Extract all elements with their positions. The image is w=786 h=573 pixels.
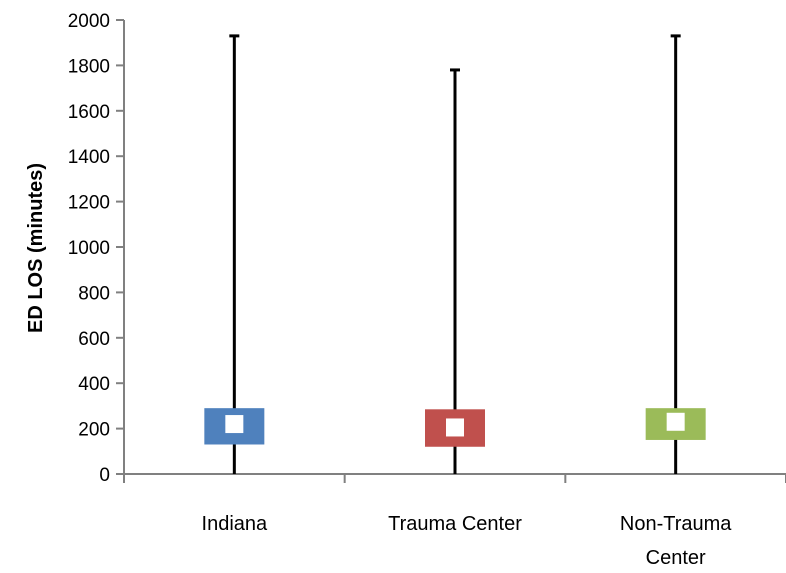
y-tick-label: 1800 [68,56,110,77]
y-tick-label: 2000 [68,11,110,32]
y-tick-label: 200 [78,420,110,441]
y-tick-label: 0 [99,465,110,486]
y-tick-label: 800 [78,283,110,304]
y-tick-label: 400 [78,374,110,395]
y-axis: 0 200 400 600 800 1000 1200 1400 1600 1800 2000 [68,11,125,486]
median-marker [225,415,244,434]
box-1 [425,68,485,474]
category-label: Center [646,547,706,569]
box-0 [204,34,265,474]
boxes [204,34,706,474]
median-marker [446,418,464,437]
box-2 [645,34,706,474]
y-tick-label: 1600 [68,102,110,123]
category-label: Non-Trauma [620,513,732,535]
category-label: Trauma Center [388,513,522,535]
x-axis [123,473,786,483]
category-label: Indiana [202,513,268,535]
y-axis-title: ED LOS (minutes) [25,163,47,333]
y-tick-label: 1200 [68,193,110,214]
y-tick-label: 600 [78,329,110,350]
y-tick-label: 1000 [68,238,110,259]
median-marker [666,412,685,431]
y-tick-label: 1400 [68,147,110,168]
category-labels: Indiana Trauma Center Non-Trauma Center [202,513,733,569]
